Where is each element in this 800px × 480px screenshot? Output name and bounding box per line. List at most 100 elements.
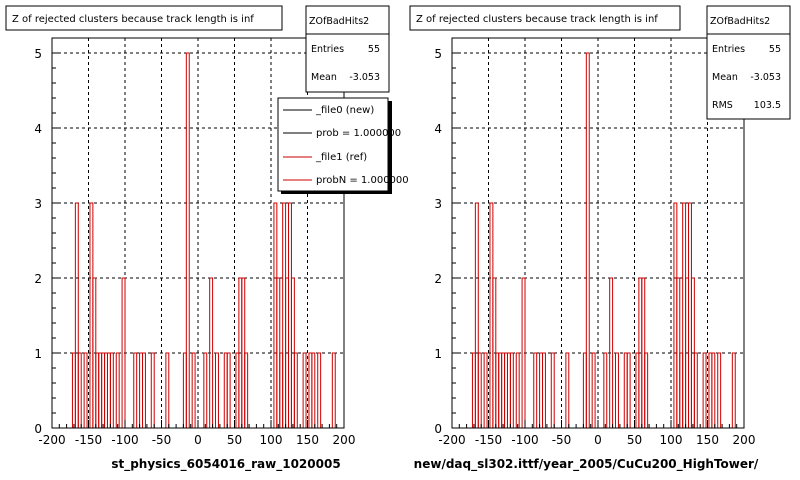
histogram-bin (203, 352, 208, 428)
histogram-bin (591, 352, 596, 428)
stats-mean-value: -3.053 (750, 72, 781, 83)
stats-mean-label: Mean (712, 72, 738, 83)
y-tick-label: 3 (434, 197, 442, 211)
histogram-bin (515, 352, 520, 428)
histogram-bin (226, 352, 231, 428)
histogram-bin (702, 352, 707, 428)
legend-label-prob: prob = 1.000000 (316, 128, 401, 139)
histogram-bin (115, 352, 120, 428)
x-tick-label: -50 (152, 433, 172, 447)
x-tick-label: 0 (594, 433, 602, 447)
axes: -200 -150 -100 -50 0 50 100 150 200 0 1 2 3 4 5 (34, 37, 356, 447)
y-tick-label: 3 (34, 197, 42, 211)
stats-entries-label: Entries (311, 44, 344, 55)
histogram-bin (509, 352, 514, 428)
histogram-bin (215, 352, 219, 428)
stats-entries-value: 55 (368, 44, 380, 55)
histogram-bin (121, 277, 126, 428)
histogram-bin (83, 352, 88, 428)
x-axis-label: new/daq_sl302.ittf/year_2005/CuCu200_Hig… (414, 457, 759, 472)
stats-entries-value: 55 (769, 44, 781, 55)
histogram-bin (133, 352, 138, 428)
stats-mean-value: -3.053 (349, 72, 380, 83)
stats-box: ZOfBadHits2 Entries 55 Mean -3.053 RMS 1… (706, 5, 791, 120)
x-tick-label: 200 (733, 433, 756, 447)
x-tick-label: 100 (660, 433, 683, 447)
histogram-bin (483, 352, 488, 428)
y-tick-label: 4 (434, 122, 442, 136)
histogram-bin (185, 52, 190, 428)
histogram-bin (565, 352, 570, 428)
histogram-bin (603, 352, 608, 428)
histogram-bin (293, 352, 298, 428)
legend-label-ref: _file1 (ref) (315, 152, 367, 163)
stats-rms-label: RMS (712, 100, 733, 111)
stats-mean-label: Mean (311, 72, 337, 83)
x-tick-label: -200 (438, 433, 465, 447)
histogram-bin (550, 352, 555, 428)
x-tick-label: 50 (627, 433, 642, 447)
histogram-bin (109, 352, 114, 428)
stats-entries-label: Entries (712, 44, 745, 55)
histogram-bin (615, 352, 619, 428)
axes: -200 -150 -100 -50 0 50 100 150 200 0 1 2 3 4 5 (434, 37, 756, 447)
histogram-bin (77, 352, 82, 428)
stats-box: ZOfBadHits2 Entries 55 Mean -3.053 (305, 5, 390, 93)
histogram-bin (209, 277, 214, 428)
y-tick-label: 1 (34, 347, 42, 361)
x-tick-label: 150 (296, 433, 319, 447)
x-tick-label: -100 (511, 433, 538, 447)
histogram-bin (142, 352, 146, 428)
x-tick-label: -100 (111, 433, 138, 447)
y-tick-label: 5 (34, 47, 42, 61)
x-tick-label: -150 (475, 433, 502, 447)
histogram-bin (521, 277, 526, 428)
histogram-bin (302, 352, 307, 428)
y-tick-label: 2 (34, 272, 42, 286)
title-box: Z of rejected clusters because track len… (5, 5, 283, 31)
histogram-bin (542, 352, 546, 428)
histogram-bin (731, 352, 736, 428)
chart-title: Z of rejected clusters because track len… (12, 14, 254, 25)
histogram-bin (191, 352, 196, 428)
x-tick-label: 0 (194, 433, 202, 447)
y-tick-label: 0 (434, 422, 442, 436)
y-tick-label: 4 (34, 122, 42, 136)
y-tick-label: 1 (434, 347, 442, 361)
histogram-bin (311, 352, 316, 428)
histogram-bin (331, 352, 336, 428)
y-tick-label: 2 (434, 272, 442, 286)
legend-label-probn: probN = 1.000000 (316, 175, 409, 186)
x-tick-label: -50 (552, 433, 572, 447)
histogram-bin (244, 352, 249, 428)
histogram-bin (150, 352, 155, 428)
histogram-bin (477, 352, 482, 428)
y-tick-label: 5 (434, 47, 442, 61)
chart-title: Z of rejected clusters because track len… (416, 14, 658, 25)
histogram-bars (71, 52, 336, 428)
histogram-bin (474, 202, 479, 428)
histogram-bin (74, 202, 79, 428)
x-tick-label: 100 (260, 433, 283, 447)
histogram-bin (717, 352, 722, 428)
histogram-bin (644, 352, 649, 428)
legend-label-new: _file0 (new) (315, 105, 374, 116)
right-histogram-panel: Z of rejected clusters because track len… (409, 5, 791, 472)
stats-rms-value: 103.5 (754, 100, 781, 111)
histogram-bin (533, 352, 538, 428)
histogram-bin (609, 277, 614, 428)
stats-name: ZOfBadHits2 (309, 16, 369, 27)
x-axis-label: st_physics_6054016_raw_1020005 (111, 457, 340, 472)
legend: _file0 (new) prob = 1.000000 _file1 (ref… (277, 97, 409, 194)
histogram-bin (585, 52, 590, 428)
stats-name: ZOfBadHits2 (710, 16, 770, 27)
histogram-bin (693, 352, 698, 428)
left-histogram-panel: Z of rejected clusters because track len… (5, 5, 409, 472)
x-tick-label: 150 (696, 433, 719, 447)
histogram-bin (626, 352, 631, 428)
x-tick-label: -150 (75, 433, 102, 447)
y-tick-label: 0 (34, 422, 42, 436)
x-tick-label: -200 (38, 433, 65, 447)
histogram-bin (317, 352, 322, 428)
x-tick-label: 200 (333, 433, 356, 447)
